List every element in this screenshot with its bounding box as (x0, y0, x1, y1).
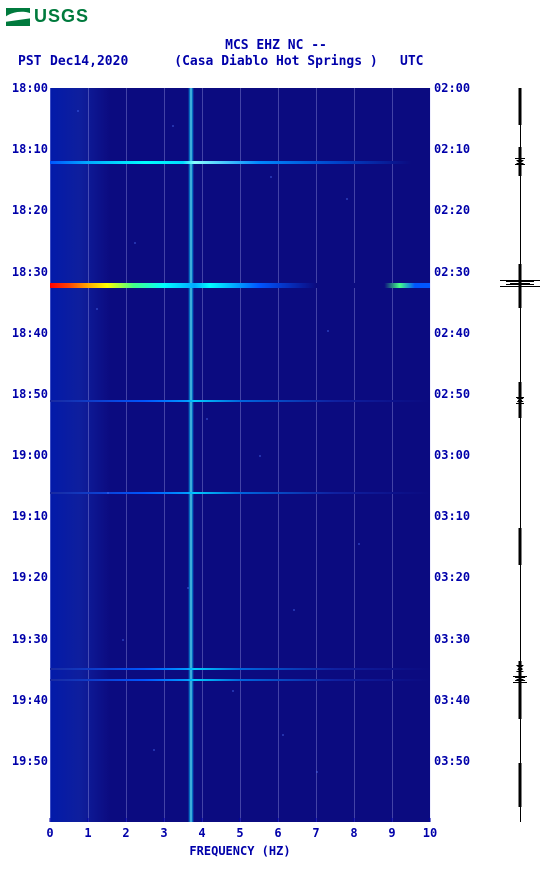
left-axis-tick: 18:40 (10, 326, 48, 340)
right-axis-tick: 02:20 (434, 203, 474, 217)
seismic-event (50, 668, 430, 670)
seismograph-burst (500, 679, 540, 680)
gridline (392, 88, 393, 822)
gridline (316, 88, 317, 822)
spectrogram-canvas (50, 88, 430, 822)
persistent-frequency-band (188, 88, 194, 822)
usgs-logo: USGS (6, 6, 89, 27)
x-axis-tick: 2 (122, 826, 129, 840)
left-axis-tick: 18:30 (10, 265, 48, 279)
left-axis-tick: 18:50 (10, 387, 48, 401)
seismograph-burst (500, 283, 540, 284)
right-axis-tick: 03:10 (434, 509, 474, 523)
low-freq-energy (50, 88, 110, 822)
title-line-2: (Casa Diablo Hot Springs ) (0, 54, 552, 69)
spectrogram-plot (50, 88, 430, 822)
right-axis-tick: 02:30 (434, 265, 474, 279)
seismic-event (50, 283, 430, 288)
seismograph-trace (519, 88, 522, 125)
title-line-1: MCS EHZ NC -- (0, 38, 552, 54)
right-time-axis: 02:0002:1002:2002:3002:4002:5003:0003:10… (434, 88, 474, 822)
right-tz-label: UTC (400, 54, 423, 69)
right-axis-tick: 02:40 (434, 326, 474, 340)
right-axis-tick: 03:30 (434, 632, 474, 646)
gridline (202, 88, 203, 822)
gridline (50, 88, 51, 822)
gridline (88, 88, 89, 822)
right-axis-tick: 02:50 (434, 387, 474, 401)
right-axis-tick: 03:40 (434, 693, 474, 707)
left-axis-tick: 19:20 (10, 570, 48, 584)
left-axis-tick: 19:10 (10, 509, 48, 523)
right-axis-tick: 02:10 (434, 142, 474, 156)
seismic-event (50, 400, 430, 402)
x-axis-tick: 7 (312, 826, 319, 840)
x-axis-tick: 0 (46, 826, 53, 840)
seismograph-trace (519, 528, 522, 565)
x-axis-tick: 5 (236, 826, 243, 840)
x-axis-tick: 1 (84, 826, 91, 840)
gridline (240, 88, 241, 822)
seismic-event (50, 161, 430, 164)
usgs-logo-text: USGS (34, 6, 89, 27)
x-axis-tick: 8 (350, 826, 357, 840)
gridline (354, 88, 355, 822)
usgs-wave-icon (6, 8, 30, 26)
left-axis-tick: 19:30 (10, 632, 48, 646)
right-axis-tick: 03:00 (434, 448, 474, 462)
left-axis-tick: 19:00 (10, 448, 48, 462)
seismograph-burst (500, 400, 540, 401)
x-axis-tick: 10 (423, 826, 437, 840)
chart-title: MCS EHZ NC -- (0, 38, 552, 54)
gridline (430, 88, 431, 822)
seismic-event (50, 679, 430, 681)
left-axis-tick: 18:20 (10, 203, 48, 217)
left-axis-tick: 19:50 (10, 754, 48, 768)
side-seismograph (500, 88, 540, 822)
right-axis-tick: 03:50 (434, 754, 474, 768)
gridline (126, 88, 127, 822)
frequency-axis-label: FREQUENCY (HZ) (50, 844, 430, 858)
right-axis-tick: 02:00 (434, 81, 474, 95)
left-axis-tick: 19:40 (10, 693, 48, 707)
x-axis-tick: 6 (274, 826, 281, 840)
x-axis-tick: 9 (388, 826, 395, 840)
gridline (164, 88, 165, 822)
x-axis-tick: 4 (198, 826, 205, 840)
left-axis-tick: 18:10 (10, 142, 48, 156)
seismograph-burst (500, 161, 540, 162)
x-axis-tick: 3 (160, 826, 167, 840)
left-axis-tick: 18:00 (10, 81, 48, 95)
left-time-axis: 18:0018:1018:2018:3018:4018:5019:0019:10… (10, 88, 48, 822)
seismograph-burst (500, 668, 540, 669)
gridline (278, 88, 279, 822)
seismograph-trace (519, 763, 522, 807)
right-axis-tick: 03:20 (434, 570, 474, 584)
